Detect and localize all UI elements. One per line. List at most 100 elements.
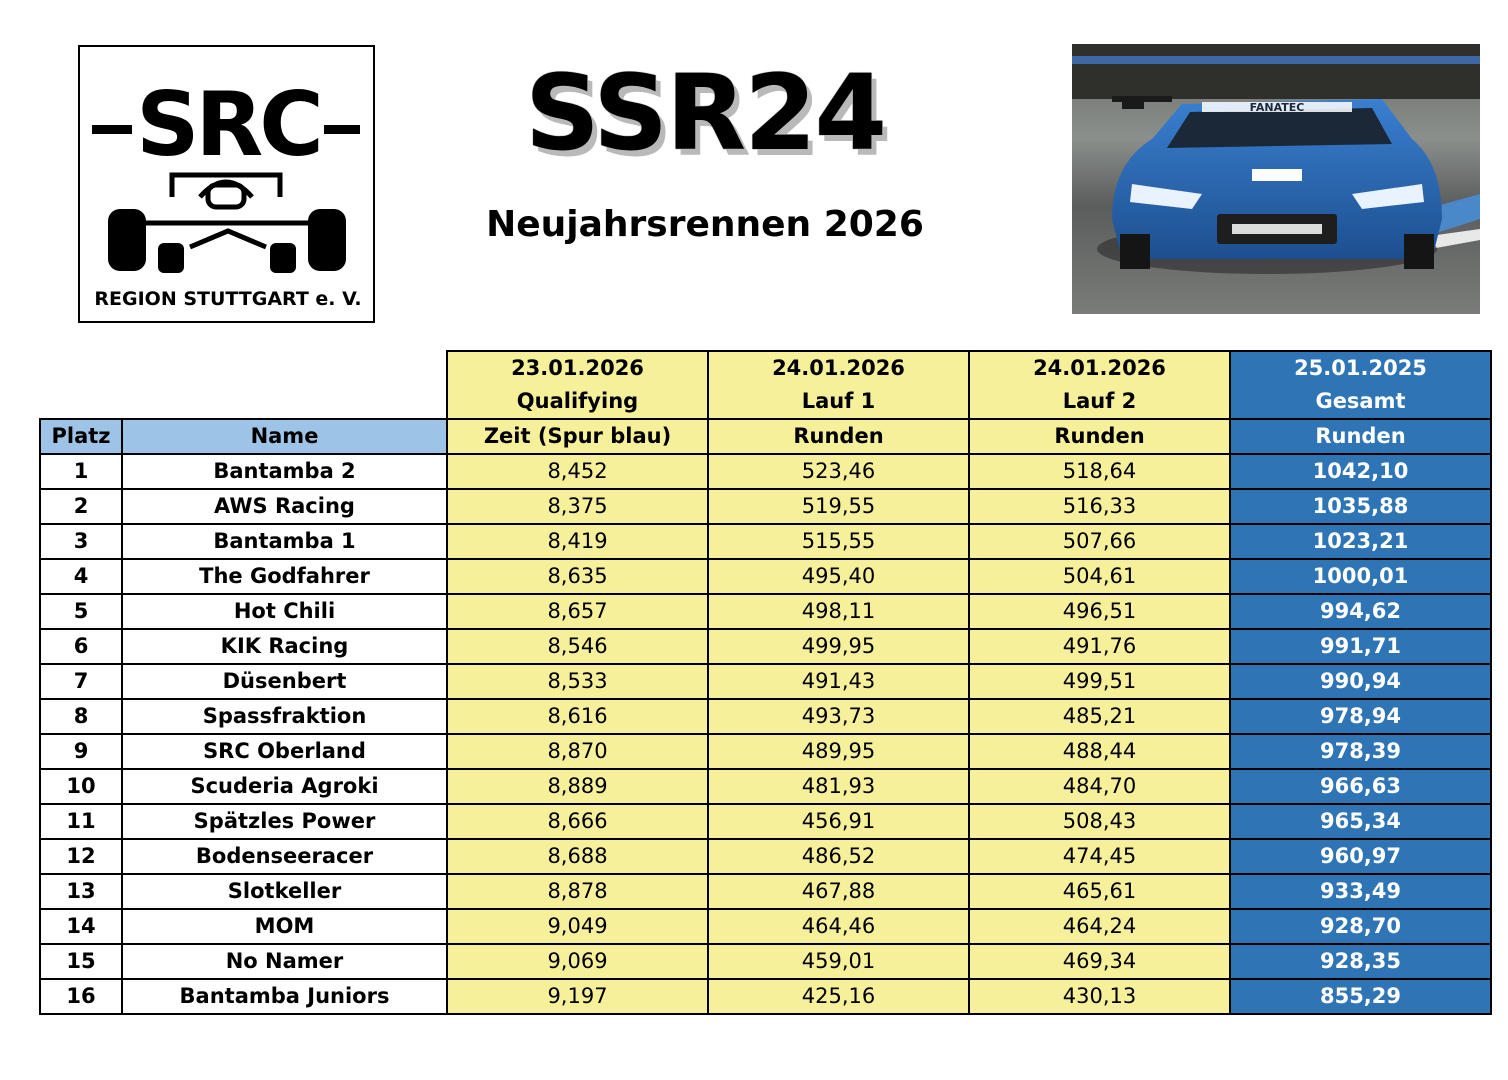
cell-name: Spätzles Power — [121, 803, 448, 840]
cell-lauf1-runden: 489,95 — [707, 733, 970, 770]
date-lauf2: 24.01.2026 — [968, 350, 1231, 385]
cell-gesamt-runden: 960,97 — [1229, 838, 1492, 875]
cell-lauf1-runden: 491,43 — [707, 663, 970, 700]
cell-qualifying-time: 8,546 — [446, 628, 709, 665]
cell-lauf1-runden: 523,46 — [707, 453, 970, 490]
cell-gesamt-runden: 928,35 — [1229, 943, 1492, 980]
table-row: 14 MOM 9,049 464,46 464,24 928,70 — [39, 908, 1492, 945]
cell-lauf2-runden: 518,64 — [968, 453, 1231, 490]
cell-qualifying-time: 9,049 — [446, 908, 709, 945]
cell-lauf1-runden: 464,46 — [707, 908, 970, 945]
cell-lauf1-runden: 486,52 — [707, 838, 970, 875]
race-car-icon — [142, 172, 312, 250]
cell-lauf1-runden: 425,16 — [707, 978, 970, 1015]
date-gesamt: 25.01.2025 — [1229, 350, 1492, 385]
table-row: 6 KIK Racing 8,546 499,95 491,76 991,71 — [39, 628, 1492, 665]
logo-main-text: SRC — [136, 73, 320, 176]
table-row: 1 Bantamba 2 8,452 523,46 518,64 1042,10 — [39, 453, 1492, 490]
club-logo: SRC REGION STUTTGART e. V. — [78, 45, 375, 323]
logo-sub-text: REGION STUTTGART e. V. — [94, 288, 361, 310]
cell-gesamt-runden: 978,94 — [1229, 698, 1492, 735]
cell-platz: 10 — [39, 768, 123, 805]
cell-gesamt-runden: 928,70 — [1229, 908, 1492, 945]
cell-name: KIK Racing — [121, 628, 448, 665]
cell-lauf1-runden: 459,01 — [707, 943, 970, 980]
cell-lauf2-runden: 469,34 — [968, 943, 1231, 980]
cell-gesamt-runden: 966,63 — [1229, 768, 1492, 805]
cell-platz: 1 — [39, 453, 123, 490]
cell-name: AWS Racing — [121, 488, 448, 525]
cell-lauf1-runden: 493,73 — [707, 698, 970, 735]
cell-platz: 4 — [39, 558, 123, 595]
cell-name: Bantamba 1 — [121, 523, 448, 560]
cell-gesamt-runden: 978,39 — [1229, 733, 1492, 770]
event-lauf1: Lauf 1 — [707, 385, 970, 420]
cell-platz: 2 — [39, 488, 123, 525]
cell-gesamt-runden: 990,94 — [1229, 663, 1492, 700]
cell-lauf2-runden: 504,61 — [968, 558, 1231, 595]
cell-platz: 6 — [39, 628, 123, 665]
table-row: 9 SRC Oberland 8,870 489,95 488,44 978,39 — [39, 733, 1492, 770]
empty-cell — [40, 385, 122, 419]
cell-name: Scuderia Agroki — [121, 768, 448, 805]
cell-gesamt-runden: 1023,21 — [1229, 523, 1492, 560]
cell-platz: 12 — [39, 838, 123, 875]
cell-gesamt-runden: 855,29 — [1229, 978, 1492, 1015]
cell-platz: 9 — [39, 733, 123, 770]
results-table: 23.01.2026 24.01.2026 24.01.2026 25.01.2… — [39, 350, 1492, 1015]
cell-lauf1-runden: 498,11 — [707, 593, 970, 630]
table-row: 13 Slotkeller 8,878 467,88 465,61 933,49 — [39, 873, 1492, 910]
table-row: 5 Hot Chili 8,657 498,11 496,51 994,62 — [39, 593, 1492, 630]
cell-name: The Godfahrer — [121, 558, 448, 595]
cell-lauf1-runden: 481,93 — [707, 768, 970, 805]
table-row: 8 Spassfraktion 8,616 493,73 485,21 978,94 — [39, 698, 1492, 735]
table-row: 16 Bantamba Juniors 9,197 425,16 430,13 855,2… — [39, 978, 1492, 1015]
col-header-runden-lauf2: Runden — [968, 418, 1231, 455]
cell-lauf1-runden: 467,88 — [707, 873, 970, 910]
cell-name: MOM — [121, 908, 448, 945]
event-gesamt: Gesamt — [1229, 385, 1492, 420]
empty-cell — [122, 351, 447, 385]
cell-lauf2-runden: 485,21 — [968, 698, 1231, 735]
src-logo-graphic: SRC REGION STUTTGART e. V. — [92, 73, 362, 310]
cell-lauf1-runden: 499,95 — [707, 628, 970, 665]
cell-lauf1-runden: 495,40 — [707, 558, 970, 595]
cell-gesamt-runden: 991,71 — [1229, 628, 1492, 665]
cell-qualifying-time: 8,635 — [446, 558, 709, 595]
cell-platz: 3 — [39, 523, 123, 560]
cell-lauf2-runden: 464,24 — [968, 908, 1231, 945]
page-title: SSR24 — [525, 52, 887, 174]
cell-name: SRC Oberland — [121, 733, 448, 770]
cell-name: Hot Chili — [121, 593, 448, 630]
cell-qualifying-time: 8,419 — [446, 523, 709, 560]
cell-platz: 14 — [39, 908, 123, 945]
cell-qualifying-time: 8,666 — [446, 803, 709, 840]
cell-lauf1-runden: 456,91 — [707, 803, 970, 840]
cell-platz: 15 — [39, 943, 123, 980]
table-row: 15 No Namer 9,069 459,01 469,34 928,35 — [39, 943, 1492, 980]
cell-platz: 7 — [39, 663, 123, 700]
cell-lauf2-runden: 430,13 — [968, 978, 1231, 1015]
cell-qualifying-time: 8,452 — [446, 453, 709, 490]
cell-platz: 13 — [39, 873, 123, 910]
date-qualifying: 23.01.2026 — [446, 350, 709, 385]
cell-qualifying-time: 9,197 — [446, 978, 709, 1015]
cell-qualifying-time: 8,688 — [446, 838, 709, 875]
cell-name: Bodenseeracer — [121, 838, 448, 875]
cell-lauf1-runden: 519,55 — [707, 488, 970, 525]
cell-gesamt-runden: 1042,10 — [1229, 453, 1492, 490]
table-row: 12 Bodenseeracer 8,688 486,52 474,45 960,97 — [39, 838, 1492, 875]
page-subtitle: Neujahrsrennen 2026 — [486, 204, 924, 245]
cell-lauf2-runden: 488,44 — [968, 733, 1231, 770]
col-header-name: Name — [121, 418, 448, 455]
table-row: 3 Bantamba 1 8,419 515,55 507,66 1023,21 — [39, 523, 1492, 560]
header-row-dates: 23.01.2026 24.01.2026 24.01.2026 25.01.2… — [40, 350, 1492, 385]
event-qualifying: Qualifying — [446, 385, 709, 420]
cell-lauf2-runden: 474,45 — [968, 838, 1231, 875]
cell-gesamt-runden: 1035,88 — [1229, 488, 1492, 525]
cell-gesamt-runden: 1000,01 — [1229, 558, 1492, 595]
header-row-columns: Platz Name Zeit (Spur blau) Runden Runde… — [39, 418, 1492, 455]
cell-qualifying-time: 8,657 — [446, 593, 709, 630]
cell-name: No Namer — [121, 943, 448, 980]
cell-qualifying-time: 8,533 — [446, 663, 709, 700]
